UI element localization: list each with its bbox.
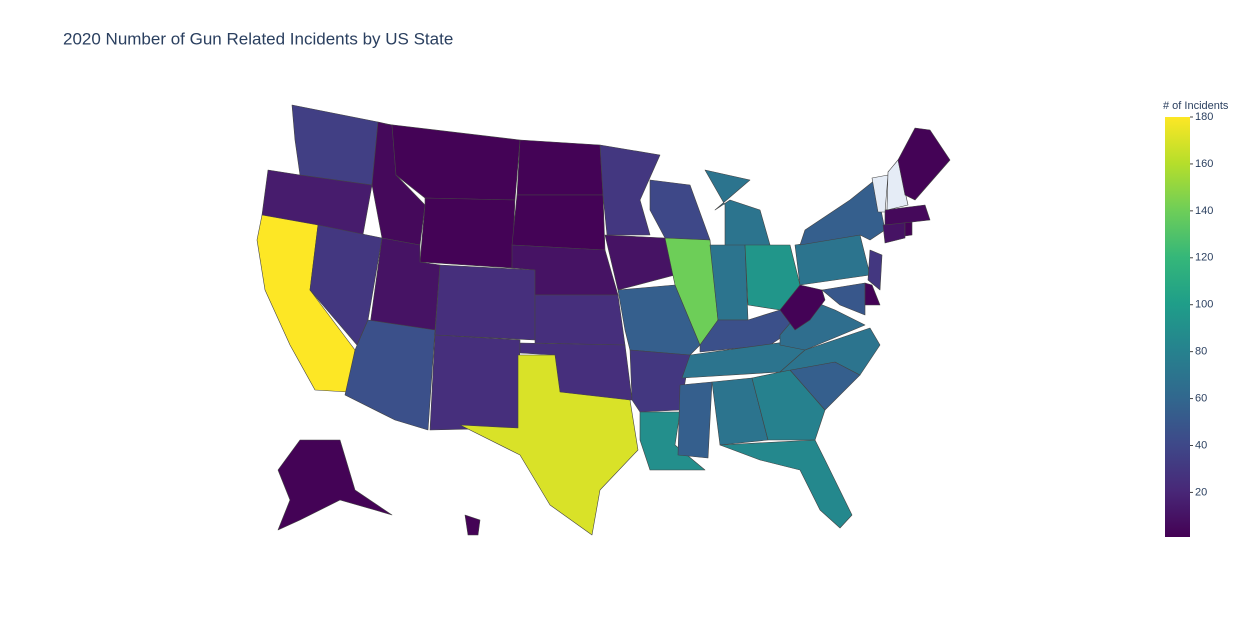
state — [344, 319, 436, 431]
colorbar-tick-label: 20 — [1195, 486, 1207, 498]
state — [434, 264, 536, 341]
colorbar-title: # of Incidents — [1163, 100, 1229, 112]
colorbar-tick-label: 120 — [1195, 252, 1213, 264]
state — [719, 439, 853, 529]
state — [867, 249, 883, 291]
state — [604, 234, 676, 291]
state — [464, 514, 481, 536]
state — [459, 354, 639, 536]
colorbar-tick-label: 80 — [1195, 346, 1207, 358]
state — [864, 282, 881, 306]
state — [799, 179, 886, 246]
state — [704, 169, 771, 251]
state — [904, 221, 913, 237]
state — [516, 139, 604, 196]
map — [256, 104, 951, 536]
state — [261, 169, 373, 241]
colorbar-tick-label: 140 — [1195, 205, 1213, 217]
state — [291, 104, 379, 186]
state — [419, 197, 516, 269]
state — [429, 334, 521, 431]
colorbar — [1165, 117, 1190, 537]
state — [511, 194, 606, 251]
state — [534, 294, 626, 346]
state — [886, 159, 909, 211]
state — [897, 127, 951, 201]
state — [277, 439, 393, 531]
state — [884, 204, 931, 226]
state — [871, 174, 889, 213]
colorbar-tick-label: 100 — [1195, 299, 1213, 311]
state — [629, 349, 691, 413]
colorbar-tick-label: 60 — [1195, 392, 1207, 404]
colorbar-tick-label: 160 — [1195, 158, 1213, 170]
state — [821, 282, 866, 316]
colorbar-tick-label: 180 — [1195, 111, 1213, 123]
chart-title: 2020 Number of Gun Related Incidents by … — [63, 29, 453, 48]
state — [599, 144, 661, 236]
state — [649, 179, 711, 241]
state — [677, 381, 713, 459]
colorbar-tick-label: 40 — [1195, 439, 1207, 451]
